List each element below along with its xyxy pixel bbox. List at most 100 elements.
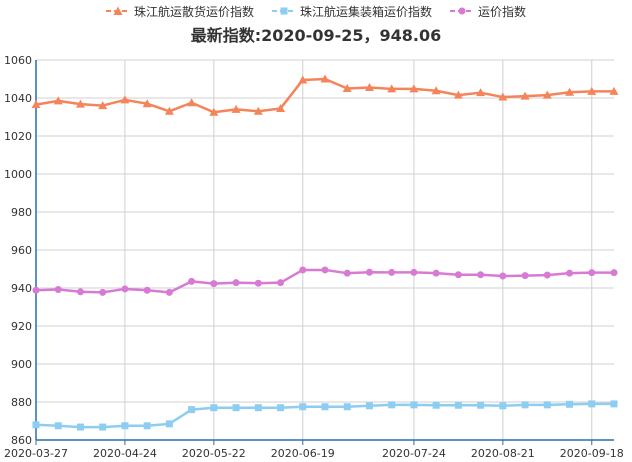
series-1-point bbox=[565, 87, 575, 96]
series-2-point bbox=[121, 422, 129, 430]
series-2-point bbox=[410, 401, 418, 409]
series-2-point bbox=[499, 402, 507, 410]
series-3-point bbox=[188, 277, 196, 285]
series-1-point bbox=[498, 92, 508, 101]
series-1-point bbox=[409, 84, 419, 93]
y-tick-label: 980 bbox=[11, 206, 32, 219]
series-1-point bbox=[187, 98, 197, 107]
series-2-point bbox=[388, 401, 396, 409]
x-tick-label: 2020-07-24 bbox=[382, 447, 446, 460]
series-2-point bbox=[210, 404, 218, 412]
series-3-point bbox=[76, 288, 84, 296]
series-2-point bbox=[99, 423, 107, 431]
series-3-point bbox=[388, 268, 396, 276]
series-2-point bbox=[321, 403, 329, 411]
series-3-point bbox=[32, 286, 40, 294]
series-1-point bbox=[476, 88, 486, 97]
x-tick-label: 2020-04-24 bbox=[93, 447, 157, 460]
series-2-point bbox=[254, 404, 262, 412]
series-2-point bbox=[543, 401, 551, 409]
series-2-point bbox=[588, 400, 596, 408]
legend-item-3[interactable]: 运价指数 bbox=[450, 3, 526, 20]
series-1-point bbox=[75, 99, 85, 108]
circle-legend-icon bbox=[450, 7, 474, 15]
series-3-point bbox=[432, 269, 440, 277]
series-2-point bbox=[521, 401, 529, 409]
series-3-point bbox=[121, 285, 129, 293]
series-2-point bbox=[32, 421, 40, 429]
legend-label: 珠江航运集装箱运价指数 bbox=[299, 4, 432, 19]
series-1-point bbox=[142, 99, 152, 108]
y-tick-label: 1020 bbox=[4, 130, 32, 143]
series-1-point bbox=[387, 84, 397, 93]
series-2-point bbox=[188, 406, 196, 414]
series-2-point bbox=[477, 401, 485, 409]
y-tick-label: 940 bbox=[11, 282, 32, 295]
series-3-point bbox=[277, 279, 285, 287]
series-1-point bbox=[98, 101, 108, 110]
y-tick-label: 1000 bbox=[4, 168, 32, 181]
series-1-point bbox=[231, 104, 241, 113]
y-tick-label: 1060 bbox=[4, 54, 32, 67]
series-2-point bbox=[232, 404, 240, 412]
legend-item-1[interactable]: 珠江航运散货运价指数 bbox=[105, 3, 254, 20]
series-1-point bbox=[342, 84, 352, 92]
x-tick-label: 2020-08-21 bbox=[471, 447, 535, 460]
square-legend-icon bbox=[271, 7, 296, 15]
series-1-point bbox=[276, 103, 286, 112]
series-3-point bbox=[54, 286, 62, 294]
series-2-point bbox=[76, 423, 84, 431]
series-1-point bbox=[431, 86, 441, 95]
series-2-point bbox=[365, 402, 373, 410]
x-tick-label: 2020-09-18 bbox=[560, 447, 624, 460]
series-1-point bbox=[587, 86, 597, 95]
series-1-point bbox=[31, 100, 41, 109]
series-2-point bbox=[610, 400, 618, 408]
series-1-point bbox=[298, 75, 308, 84]
triangle-legend-icon bbox=[105, 6, 130, 15]
series-1-point bbox=[320, 74, 330, 83]
series-3-point bbox=[299, 266, 307, 274]
series-3-point bbox=[477, 271, 485, 279]
chart-title: 最新指数:2020-09-25，948.06 bbox=[190, 26, 442, 45]
series-1-point bbox=[453, 90, 463, 99]
series-3-point bbox=[99, 288, 107, 296]
series-1-point bbox=[609, 86, 619, 95]
series-3-point bbox=[543, 271, 551, 279]
series-3-point bbox=[343, 269, 351, 277]
y-tick-label: 900 bbox=[11, 358, 32, 371]
x-tick-label: 2020-03-27 bbox=[4, 447, 68, 460]
series-3-point bbox=[521, 272, 529, 280]
series-2-point bbox=[143, 422, 151, 430]
series-2-point bbox=[54, 422, 62, 430]
series-3-point bbox=[610, 269, 618, 277]
series-3-point bbox=[321, 266, 329, 274]
series-3-point bbox=[365, 268, 373, 276]
series-2-point bbox=[454, 401, 462, 409]
y-tick-label: 1040 bbox=[4, 92, 32, 105]
series-3-point bbox=[566, 269, 574, 277]
series-3-point bbox=[588, 269, 596, 277]
x-tick-label: 2020-05-22 bbox=[182, 447, 246, 460]
series-1-point bbox=[520, 91, 530, 100]
series-1-point bbox=[120, 95, 130, 104]
series-3-point bbox=[232, 279, 240, 287]
series-3-point bbox=[165, 288, 173, 296]
legend-item-2[interactable]: 珠江航运集装箱运价指数 bbox=[271, 3, 432, 20]
series-3-point bbox=[410, 268, 418, 276]
series-3-point bbox=[499, 272, 507, 280]
series-3-point bbox=[210, 280, 218, 288]
series-3-point bbox=[143, 286, 151, 294]
series-2-point bbox=[566, 400, 574, 408]
series-1-point bbox=[364, 83, 374, 92]
series-2-point bbox=[165, 420, 173, 428]
y-tick-label: 860 bbox=[11, 434, 32, 447]
series-3-point bbox=[254, 279, 262, 287]
x-tick-label: 2020-06-19 bbox=[271, 447, 335, 460]
legend-label: 珠江航运散货运价指数 bbox=[133, 4, 254, 19]
series-1-point bbox=[53, 96, 63, 105]
series-1-point bbox=[164, 106, 174, 115]
y-tick-label: 880 bbox=[11, 396, 32, 409]
series-2-point bbox=[277, 404, 285, 412]
